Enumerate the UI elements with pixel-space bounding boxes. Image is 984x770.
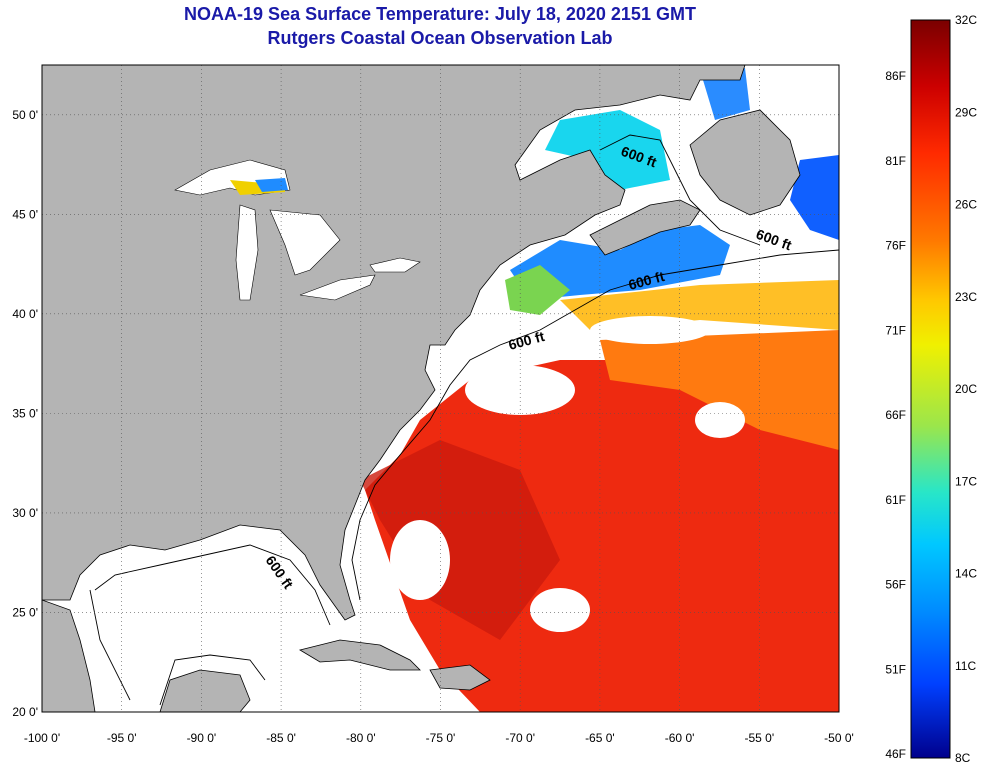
sst-hot-core — [360, 440, 560, 640]
contour-gulf-600ft — [89, 544, 331, 706]
lon-tick-label: -70 0' — [505, 731, 535, 745]
lake-superior-sst-blue — [255, 178, 288, 192]
land-maritimes — [589, 199, 701, 256]
colorbar-celsius-label: 8C — [955, 751, 971, 765]
cloud-patch — [695, 402, 745, 438]
lon-tick-label: -95 0' — [107, 731, 137, 745]
colorbar-fahrenheit-label: 66F — [885, 408, 906, 422]
map-title: NOAA-19 Sea Surface Temperature: July 18… — [184, 4, 696, 24]
lat-tick-label: 20 0' — [12, 705, 38, 719]
colorbar-fahrenheit-label: 76F — [885, 239, 906, 253]
lat-tick-label: 45 0' — [12, 207, 38, 221]
lon-tick-label: -75 0' — [426, 731, 456, 745]
lake-ontario — [369, 257, 421, 273]
lat-tick-label: 35 0' — [12, 406, 38, 420]
lon-tick-label: -80 0' — [346, 731, 376, 745]
colorbar-fahrenheit-label: 51F — [885, 662, 906, 676]
cloud-patch — [530, 588, 590, 632]
lake-erie — [299, 274, 376, 301]
colorbar-fahrenheit-label: 86F — [885, 69, 906, 83]
land-north-america — [42, 65, 746, 621]
colorbar-fahrenheit-label: 46F — [885, 747, 906, 761]
contour-atlantic-600ft — [351, 249, 839, 601]
lon-tick-label: -60 0' — [665, 731, 695, 745]
lon-tick-label: -85 0' — [266, 731, 296, 745]
colorbar-fahrenheit-labels: 86F 81F 76F 71F 66F 61F 56F 51F 46F — [885, 69, 906, 761]
land-mexico — [42, 599, 96, 712]
colorbar-celsius-label: 20C — [955, 382, 977, 396]
cloud-patch — [465, 365, 575, 415]
graticule — [42, 65, 839, 712]
lat-tick-label: 40 0' — [12, 307, 38, 321]
sst-cool-green-shelf — [505, 265, 570, 315]
colorbar-celsius-label: 23C — [955, 290, 977, 304]
map-frame — [41, 64, 840, 713]
lat-tick-label: 50 0' — [12, 108, 38, 122]
sst-blue-labrador — [700, 68, 750, 120]
lake-huron — [269, 209, 341, 276]
sst-cool-gulf-of-maine — [510, 225, 730, 300]
lon-tick-label: -65 0' — [585, 731, 615, 745]
cloud-patch — [590, 316, 710, 344]
contour-gulf-stlawrence — [599, 134, 761, 246]
longitude-ticks: -100 0' -95 0' -90 0' -85 0' -80 0' -75 0' -70… — [24, 731, 854, 745]
lat-tick-label: 25 0' — [12, 605, 38, 619]
lon-tick-label: -90 0' — [187, 731, 217, 745]
land-hispaniola — [429, 664, 491, 691]
colorbar-celsius-label: 32C — [955, 13, 977, 27]
colorbar-fahrenheit-label: 61F — [885, 493, 906, 507]
sst-orange-band — [600, 330, 839, 450]
lat-tick-label: 30 0' — [12, 506, 38, 520]
colorbar-fahrenheit-label: 81F — [885, 154, 906, 168]
colorbar-fahrenheit-label: 71F — [885, 323, 906, 337]
lon-tick-label: -50 0' — [824, 731, 854, 745]
cloud-patch — [390, 520, 450, 600]
colorbar-celsius-label: 26C — [955, 198, 977, 212]
colorbar-celsius-label: 14C — [955, 567, 977, 581]
map-subtitle: Rutgers Coastal Ocean Observation Lab — [267, 28, 613, 48]
land-yucatan — [159, 669, 251, 712]
sst-cool-gulf-stlawrence — [545, 110, 670, 190]
land-cuba — [298, 639, 421, 671]
lake-michigan — [235, 204, 259, 301]
land-newfoundland — [689, 109, 801, 216]
colorbar-celsius-label: 17C — [955, 474, 977, 488]
colorbar-fahrenheit-label: 56F — [885, 578, 906, 592]
colorbar-celsius-label: 29C — [955, 105, 977, 119]
lon-tick-label: -100 0' — [24, 731, 60, 745]
colorbar-celsius-labels: 32C 29C 26C 23C 20C 17C 14C 11C 8C — [955, 13, 977, 765]
sst-cool-newfoundland — [790, 155, 839, 240]
latitude-ticks: 20 0' 25 0' 30 0' 35 0' 40 0' 45 0' 50 0' — [12, 108, 38, 719]
lon-tick-label: -55 0' — [744, 731, 774, 745]
colorbar-celsius-label: 11C — [955, 659, 976, 673]
colorbar — [910, 19, 951, 759]
